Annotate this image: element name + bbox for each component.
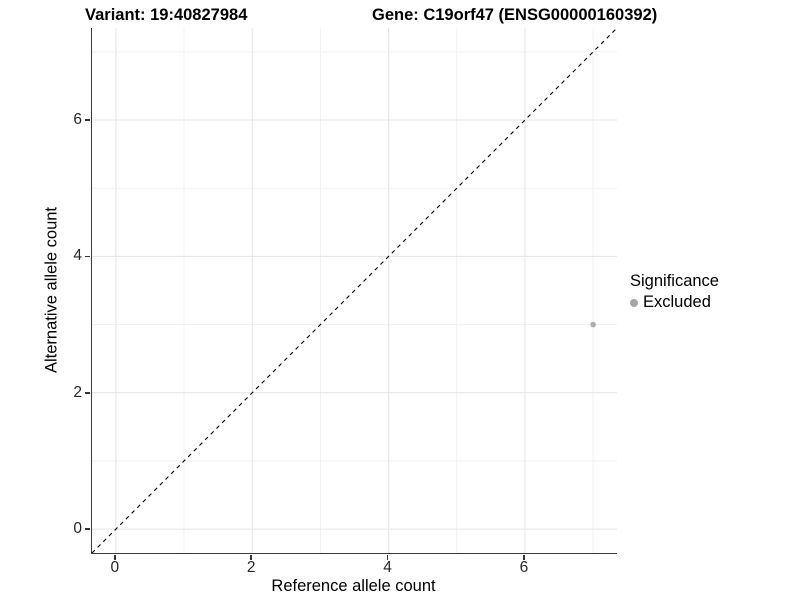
legend-item-excluded: Excluded [630,293,719,312]
x-axis-tick-label: 0 [110,559,120,576]
identity-reference-line [92,28,617,553]
y-axis-tick [85,528,90,530]
legend-item-label: Excluded [643,293,711,311]
y-axis-tick [85,392,90,394]
x-axis-title: Reference allele count [271,577,436,595]
legend: Significance Excluded [630,272,719,312]
x-axis-tick [114,555,116,560]
y-axis-title: Alternative allele count [42,206,61,374]
variant-title: Variant: 19:40827984 [85,6,248,24]
gene-title: Gene: C19orf47 (ENSG00000160392) [372,6,658,24]
y-axis-tick [85,255,90,258]
y-axis-tick-label: 4 [73,247,82,265]
x-axis-tick [250,555,252,560]
legend-title: Significance [630,272,719,290]
x-axis-tick-label: 6 [519,559,529,576]
data-point [590,321,596,328]
x-axis-tick [523,555,525,560]
excluded-point-icon [630,298,638,307]
y-axis-tick-label: 0 [73,520,82,538]
y-axis-tick-label: 6 [73,111,82,129]
plot-panel [91,28,617,554]
y-axis-tick-label: 2 [73,383,82,401]
x-axis-tick [386,555,389,560]
y-axis-tick [85,119,90,121]
x-axis-tick-label: 2 [246,559,256,576]
scatter-plot-canvas [92,28,617,553]
x-axis-tick-label: 4 [383,559,392,576]
